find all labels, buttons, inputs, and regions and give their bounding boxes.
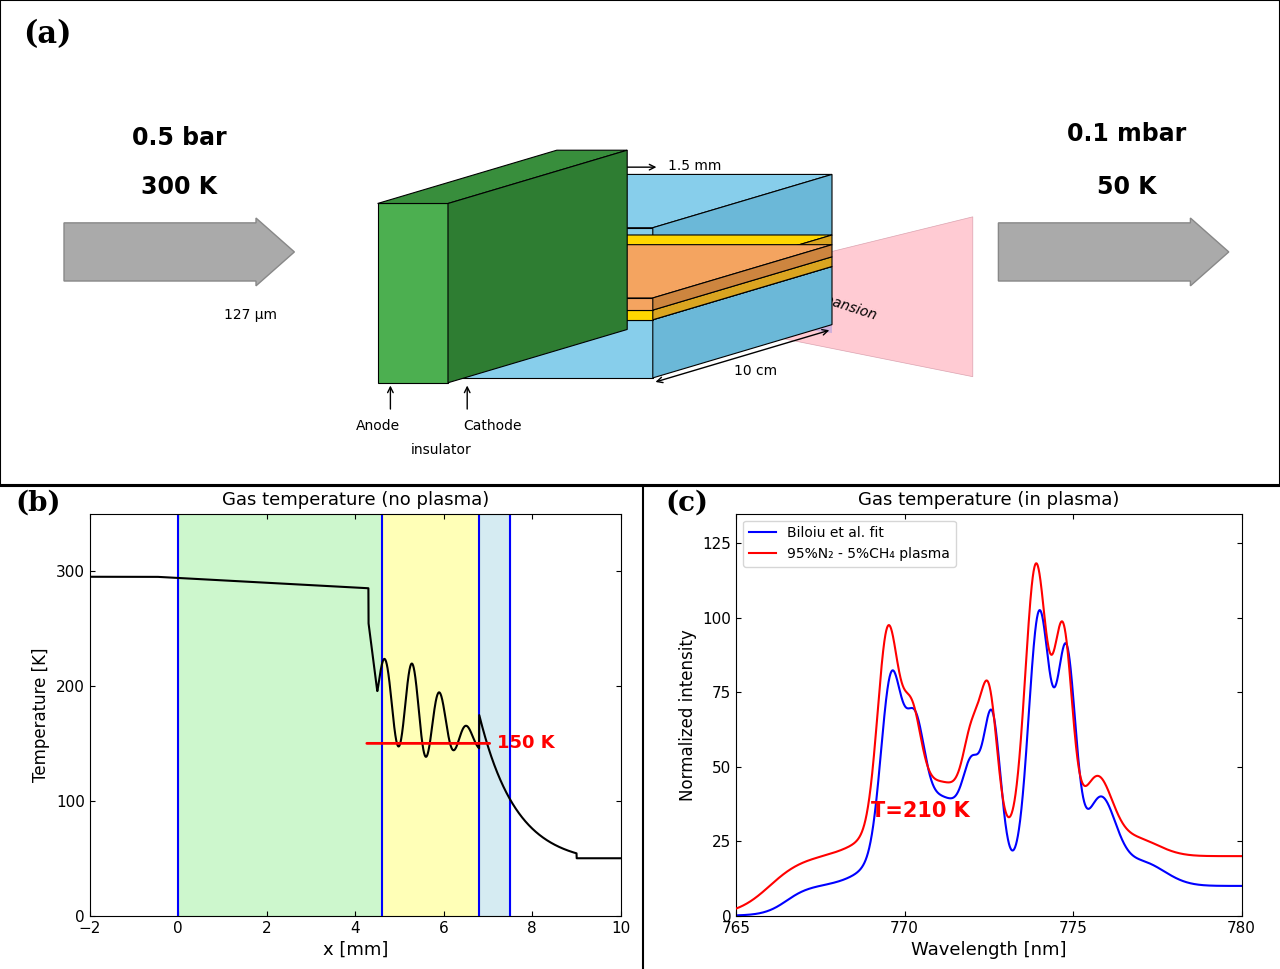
Polygon shape: [653, 245, 832, 310]
Polygon shape: [448, 228, 653, 289]
Text: insulator: insulator: [411, 444, 472, 457]
Biloiu et al. fit: [1032, 605, 1047, 616]
Text: 150 K: 150 K: [497, 735, 554, 752]
Title: Gas temperature (no plasma): Gas temperature (no plasma): [221, 491, 489, 510]
Polygon shape: [448, 298, 653, 310]
Biloiu et al. fit: [922, 769, 937, 781]
95%N₂ - 5%CH₄ plasma: [922, 766, 937, 778]
Legend: Biloiu et al. fit, 95%N₂ - 5%CH₄ plasma: Biloiu et al. fit, 95%N₂ - 5%CH₄ plasma: [742, 520, 956, 567]
Polygon shape: [448, 310, 653, 320]
Text: (c): (c): [666, 489, 708, 516]
95%N₂ - 5%CH₄ plasma: [1029, 557, 1044, 569]
Polygon shape: [448, 266, 832, 320]
X-axis label: Wavelength [nm]: Wavelength [nm]: [911, 941, 1066, 959]
Polygon shape: [653, 217, 973, 377]
Text: 0.1 mbar: 0.1 mbar: [1066, 121, 1187, 145]
Text: (b): (b): [15, 489, 60, 516]
Text: 400 μm: 400 μm: [685, 288, 737, 301]
95%N₂ - 5%CH₄ plasma: [1170, 847, 1185, 859]
Polygon shape: [378, 203, 448, 383]
Text: 50 K: 50 K: [1097, 174, 1156, 199]
Polygon shape: [448, 245, 832, 298]
Text: 10 cm: 10 cm: [733, 363, 777, 378]
95%N₂ - 5%CH₄ plasma: [815, 850, 831, 861]
Biloiu et al. fit: [728, 910, 744, 922]
Title: Gas temperature (in plasma): Gas temperature (in plasma): [858, 491, 1120, 510]
Biloiu et al. fit: [945, 793, 960, 804]
Polygon shape: [653, 174, 832, 289]
Biloiu et al. fit: [1224, 880, 1239, 891]
Text: T=210 K: T=210 K: [870, 801, 969, 822]
Biloiu et al. fit: [786, 891, 801, 902]
Text: Anode: Anode: [356, 419, 399, 433]
Polygon shape: [448, 320, 653, 378]
95%N₂ - 5%CH₄ plasma: [728, 903, 744, 915]
Polygon shape: [448, 150, 627, 383]
Polygon shape: [653, 266, 832, 378]
Text: 1.5 mm: 1.5 mm: [668, 159, 722, 172]
FancyArrow shape: [998, 218, 1229, 286]
Biloiu et al. fit: [1170, 873, 1185, 885]
Polygon shape: [653, 270, 832, 333]
Polygon shape: [378, 150, 627, 203]
Polygon shape: [653, 257, 832, 320]
Text: 0.5 bar: 0.5 bar: [132, 126, 227, 150]
Bar: [381, 514, 479, 916]
Text: (a): (a): [23, 19, 72, 50]
95%N₂ - 5%CH₄ plasma: [1234, 851, 1249, 862]
Line: 95%N₂ - 5%CH₄ plasma: 95%N₂ - 5%CH₄ plasma: [736, 563, 1242, 909]
Text: 127 μm: 127 μm: [224, 308, 276, 322]
Biloiu et al. fit: [1234, 880, 1249, 891]
Bar: [178, 514, 381, 916]
Polygon shape: [448, 235, 832, 289]
95%N₂ - 5%CH₄ plasma: [945, 776, 960, 788]
Text: 300 K: 300 K: [141, 174, 218, 199]
Bar: [479, 514, 511, 916]
FancyArrow shape: [64, 218, 294, 286]
X-axis label: x [mm]: x [mm]: [323, 941, 388, 959]
Polygon shape: [448, 174, 832, 228]
Polygon shape: [448, 257, 832, 310]
95%N₂ - 5%CH₄ plasma: [786, 861, 801, 873]
Text: Cathode: Cathode: [463, 419, 522, 433]
Y-axis label: Temperature [K]: Temperature [K]: [32, 647, 50, 782]
Polygon shape: [448, 289, 653, 298]
Y-axis label: Normalized intensity: Normalized intensity: [678, 629, 696, 800]
Polygon shape: [653, 235, 832, 298]
Biloiu et al. fit: [815, 879, 831, 891]
Line: Biloiu et al. fit: Biloiu et al. fit: [736, 610, 1242, 916]
Text: Jet expansion: Jet expansion: [786, 279, 878, 322]
95%N₂ - 5%CH₄ plasma: [1224, 851, 1239, 862]
